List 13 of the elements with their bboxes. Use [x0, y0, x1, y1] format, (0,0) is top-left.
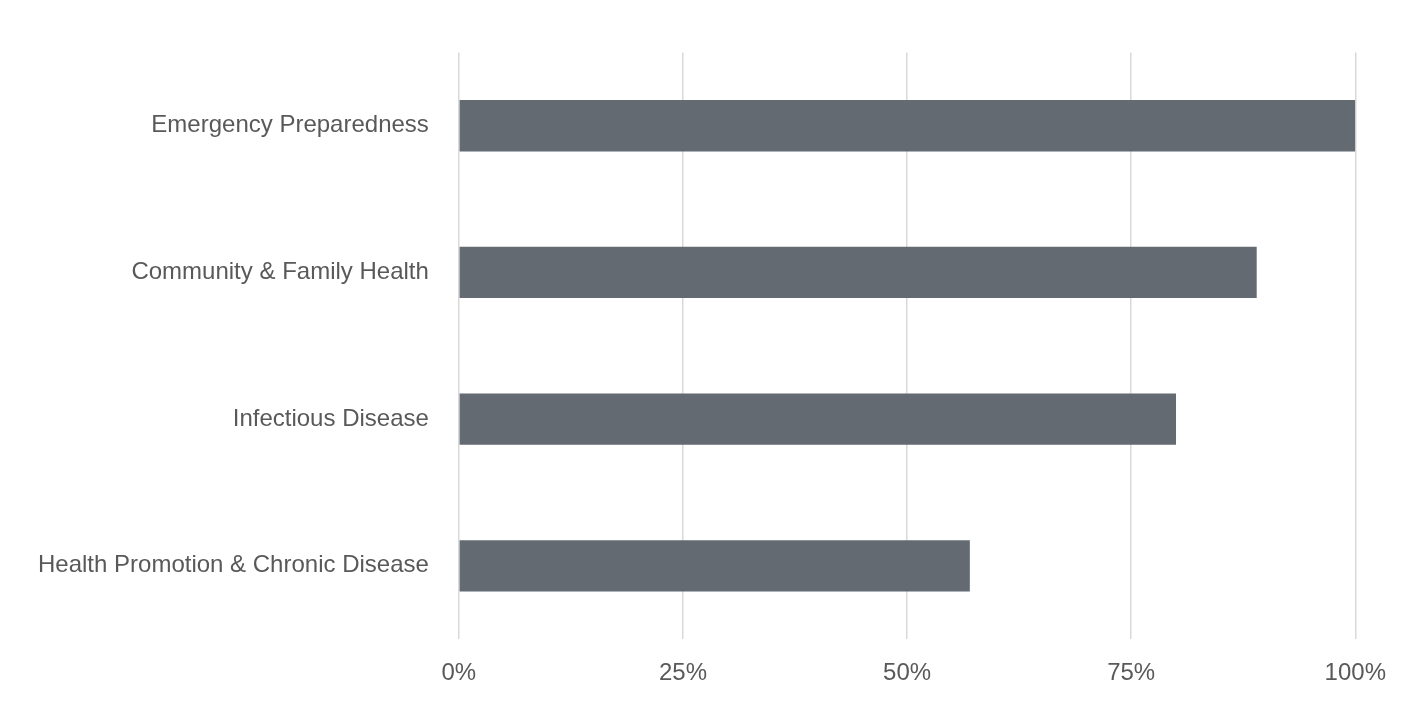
- bar: [459, 393, 1177, 445]
- y-tick-label: Emergency Preparedness: [151, 110, 429, 138]
- bar: [459, 246, 1257, 299]
- x-tick-label: 75%: [1107, 658, 1156, 686]
- bar: [459, 100, 1356, 152]
- x-tick-label: 50%: [883, 658, 932, 686]
- y-tick-label: Health Promotion & Chronic Disease: [38, 550, 429, 578]
- y-tick-label: Infectious Disease: [232, 403, 429, 431]
- bar: [459, 540, 970, 592]
- y-tick-label: Community & Family Health: [131, 257, 429, 285]
- x-tick-label: 0%: [441, 658, 477, 686]
- x-tick-label: 100%: [1324, 658, 1386, 686]
- x-tick-label: 25%: [658, 658, 707, 686]
